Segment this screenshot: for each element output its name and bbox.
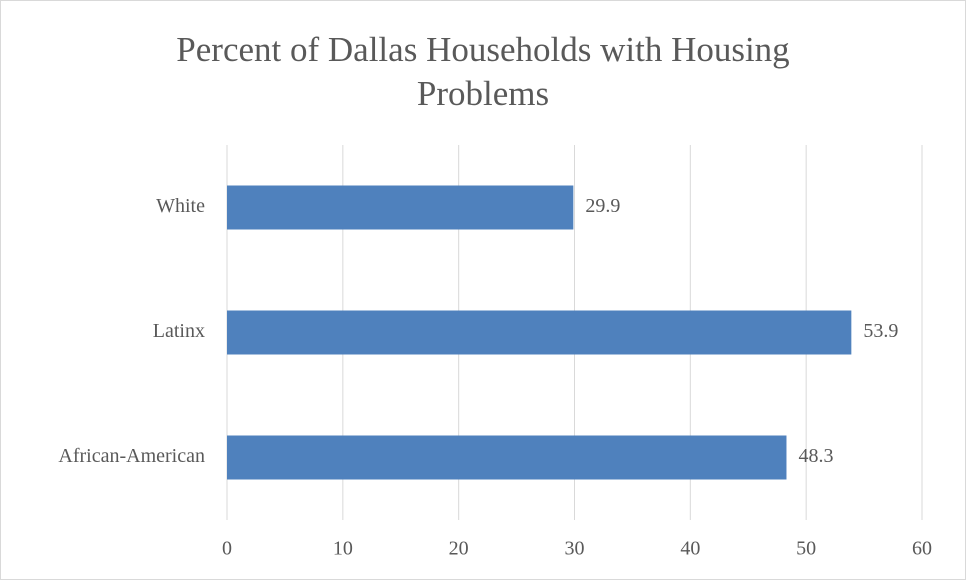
chart-title: Percent of Dallas Households with Housin… (176, 30, 790, 113)
bar (227, 310, 852, 355)
bar (227, 435, 787, 480)
data-label: 48.3 (798, 445, 833, 467)
y-tick-label: White (156, 195, 205, 217)
bar (227, 185, 574, 230)
y-tick-label: Latinx (153, 320, 205, 342)
data-label: 29.9 (585, 195, 620, 217)
x-tick-label: 20 (449, 538, 469, 560)
data-label: 53.9 (863, 320, 898, 342)
x-tick-label: 0 (222, 538, 232, 560)
x-tick-label: 50 (796, 538, 816, 560)
x-tick-label: 30 (565, 538, 585, 560)
x-tick-label: 40 (680, 538, 700, 560)
y-tick-label: African-American (58, 445, 205, 467)
x-tick-label: 10 (333, 538, 353, 560)
x-tick-label: 60 (912, 538, 932, 560)
